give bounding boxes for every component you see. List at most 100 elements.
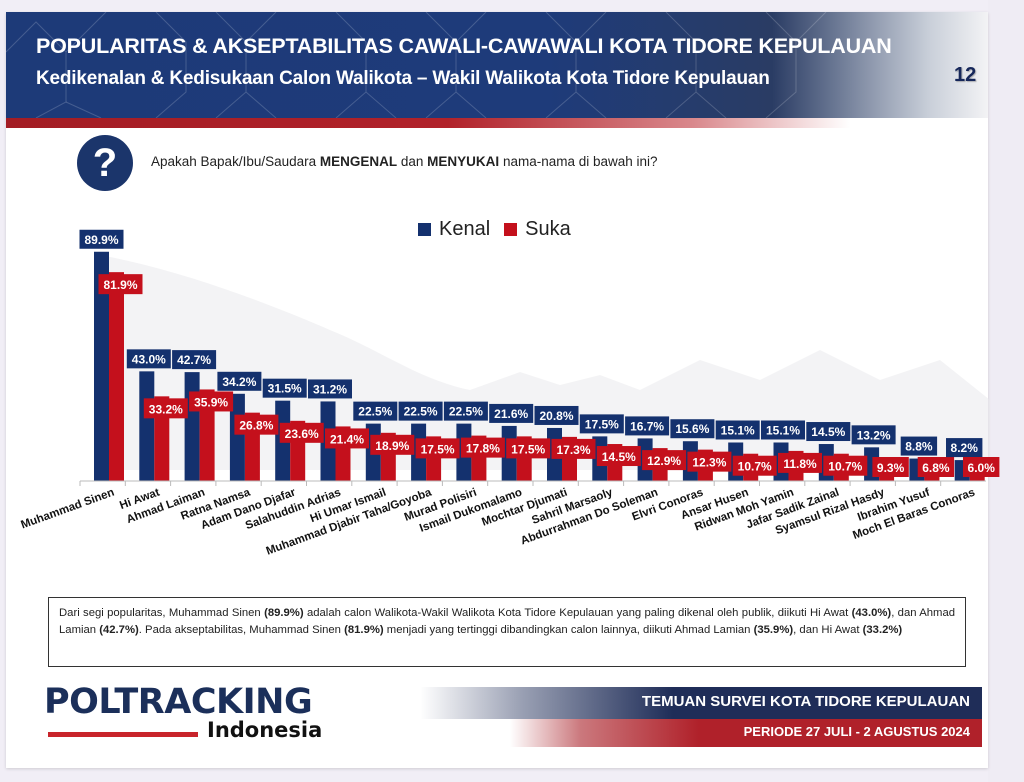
data-label-kenal: 15.1% bbox=[766, 423, 800, 437]
label-box-suka bbox=[370, 434, 415, 455]
data-label-suka: 10.7% bbox=[738, 460, 772, 474]
label-box-kenal bbox=[534, 405, 579, 425]
legend-label-suka: Suka bbox=[525, 218, 571, 240]
data-label-suka: 17.3% bbox=[556, 443, 590, 457]
label-box-kenal bbox=[761, 420, 805, 440]
footer-survey-bar: TEMUAN SURVEI KOTA TIDORE KEPULAUAN bbox=[420, 687, 982, 719]
data-label-kenal: 22.5% bbox=[358, 405, 392, 419]
data-label-suka: 6.0% bbox=[968, 461, 996, 475]
summary-text-4: . Pada akseptabilitas, Muhammad Sinen bbox=[138, 624, 345, 636]
header-red-stripe bbox=[6, 118, 988, 128]
bar-kenal bbox=[94, 251, 109, 481]
data-label-kenal: 8.8% bbox=[905, 440, 933, 454]
label-box-suka bbox=[872, 457, 909, 477]
summary-box: Dari segi popularitas, Muhammad Sinen (8… bbox=[48, 597, 966, 667]
data-label-suka: 12.9% bbox=[647, 454, 681, 468]
label-box-suka bbox=[234, 414, 279, 435]
summary-text-2: adalah calon Walikota-Wakil Walikota Kot… bbox=[303, 607, 852, 619]
label-box-suka bbox=[917, 457, 955, 477]
background-margin bbox=[988, 0, 1024, 782]
label-box-suka bbox=[279, 422, 324, 443]
hexagon-pattern bbox=[6, 12, 827, 118]
bar-suka bbox=[109, 272, 124, 481]
legend-swatch-suka bbox=[504, 223, 518, 236]
data-label-suka: 17.8% bbox=[466, 442, 500, 456]
label-box-suka bbox=[687, 451, 732, 472]
bar-chart: 89.9% 81.9% 43.0% 33.2% 42.7% 35.9% 34.2% 26.8%… bbox=[19, 229, 1000, 558]
label-box-kenal bbox=[443, 401, 488, 421]
data-label-kenal: 34.2% bbox=[222, 375, 256, 389]
data-label-kenal: 22.5% bbox=[404, 405, 438, 419]
label-box-suka bbox=[551, 438, 596, 459]
data-label-kenal: 22.5% bbox=[449, 405, 483, 419]
data-label-suka: 11.8% bbox=[783, 457, 817, 471]
data-label-suka: 10.7% bbox=[828, 460, 862, 474]
summary-bold-5: (35.9%) bbox=[753, 624, 794, 636]
label-box-suka bbox=[732, 455, 777, 476]
data-label-kenal: 43.0% bbox=[132, 352, 166, 366]
label-box-kenal bbox=[851, 425, 896, 445]
summary-text-3: , dan Ahmad Lamian bbox=[59, 607, 956, 636]
label-box-kenal bbox=[262, 378, 307, 398]
data-label-suka: 17.5% bbox=[421, 442, 455, 456]
data-label-kenal: 31.5% bbox=[268, 382, 302, 396]
question-text-mid: dan bbox=[397, 154, 428, 169]
footer-survey-title: TEMUAN SURVEI KOTA TIDORE KEPULAUAN bbox=[641, 693, 970, 710]
bar-suka bbox=[199, 389, 215, 481]
label-box-suka bbox=[415, 438, 460, 459]
label-box-suka bbox=[642, 450, 687, 471]
bar-kenal bbox=[139, 371, 155, 481]
data-label-suka: 14.5% bbox=[602, 450, 636, 464]
data-label-kenal: 8.2% bbox=[951, 441, 979, 455]
footer-period-bar: PERIODE 27 JULI - 2 AGUSTUS 2024 bbox=[510, 719, 982, 747]
legend-label-kenal: Kenal bbox=[439, 218, 491, 240]
question-mark-icon: ? bbox=[77, 135, 133, 191]
label-box-suka bbox=[823, 455, 868, 476]
summary-bold-3: (42.7%) bbox=[99, 624, 139, 636]
label-box-kenal bbox=[126, 349, 171, 369]
x-category-label: Muhammad Sinen bbox=[19, 487, 116, 532]
data-label-suka: 81.9% bbox=[103, 278, 137, 292]
label-box-kenal bbox=[900, 436, 938, 456]
summary-bold-2: (43.0%) bbox=[851, 607, 892, 619]
data-label-kenal: 21.6% bbox=[494, 407, 528, 421]
data-labels-layer: 89.9% 81.9% 43.0% 33.2% 42.7% 35.9% 34.2% 26.8%… bbox=[79, 229, 1000, 477]
data-label-suka: 26.8% bbox=[239, 419, 273, 433]
poltracking-logo: POLTRACKING Indonesia bbox=[44, 683, 322, 742]
data-label-suka: 33.2% bbox=[149, 402, 183, 416]
label-box-suka bbox=[98, 274, 143, 295]
page-number: 12 bbox=[954, 64, 977, 86]
label-box-kenal bbox=[670, 419, 715, 439]
data-label-kenal: 13.2% bbox=[857, 428, 891, 442]
label-box-suka bbox=[596, 446, 641, 467]
header-banner: POPULARITAS & AKSEPTABILITAS CAWALI-CAWA… bbox=[6, 12, 988, 118]
label-box-kenal bbox=[715, 420, 760, 440]
label-box-suka bbox=[189, 391, 234, 412]
data-label-kenal: 31.2% bbox=[313, 382, 347, 396]
data-label-suka: 35.9% bbox=[194, 395, 228, 409]
data-label-suka: 23.6% bbox=[285, 427, 319, 441]
label-box-kenal bbox=[353, 401, 398, 421]
label-box-kenal bbox=[489, 403, 534, 423]
question-text-before: Apakah Bapak/Ibu/Saudara bbox=[151, 154, 320, 169]
label-box-kenal bbox=[946, 438, 983, 458]
logo-red-line bbox=[48, 732, 198, 737]
question-text-after: nama-nama di bawah ini? bbox=[499, 154, 658, 169]
data-label-kenal: 89.9% bbox=[84, 233, 118, 247]
data-label-suka: 21.4% bbox=[330, 432, 364, 446]
legend-item-kenal: Kenal bbox=[418, 218, 490, 241]
summary-bold-1: (89.9%) bbox=[264, 607, 304, 619]
data-label-suka: 6.8% bbox=[922, 461, 950, 475]
label-box-suka bbox=[963, 457, 1000, 477]
label-box-kenal bbox=[806, 422, 851, 442]
logo-subtitle: Indonesia bbox=[207, 718, 323, 742]
data-label-suka: 12.3% bbox=[692, 456, 726, 470]
survey-question: Apakah Bapak/Ibu/Saudara MENGENAL dan ME… bbox=[151, 154, 658, 169]
question-bold-mengenal: MENGENAL bbox=[319, 154, 398, 169]
summary-text-1: Dari segi popularitas, Muhammad Sinen bbox=[59, 607, 265, 619]
data-label-kenal: 16.7% bbox=[630, 419, 664, 433]
label-box-kenal bbox=[625, 416, 670, 436]
data-label-suka: 18.9% bbox=[375, 439, 409, 453]
label-box-kenal bbox=[308, 379, 352, 399]
label-box-kenal bbox=[579, 414, 624, 434]
